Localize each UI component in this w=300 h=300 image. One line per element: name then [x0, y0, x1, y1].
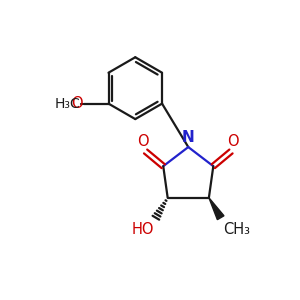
- Text: CH₃: CH₃: [223, 222, 250, 237]
- Polygon shape: [209, 198, 224, 220]
- Text: O: O: [227, 134, 239, 148]
- Text: O: O: [71, 96, 83, 111]
- Text: H₃C: H₃C: [55, 97, 81, 111]
- Text: HO: HO: [132, 222, 154, 237]
- Text: O: O: [137, 134, 149, 148]
- Text: N: N: [182, 130, 195, 145]
